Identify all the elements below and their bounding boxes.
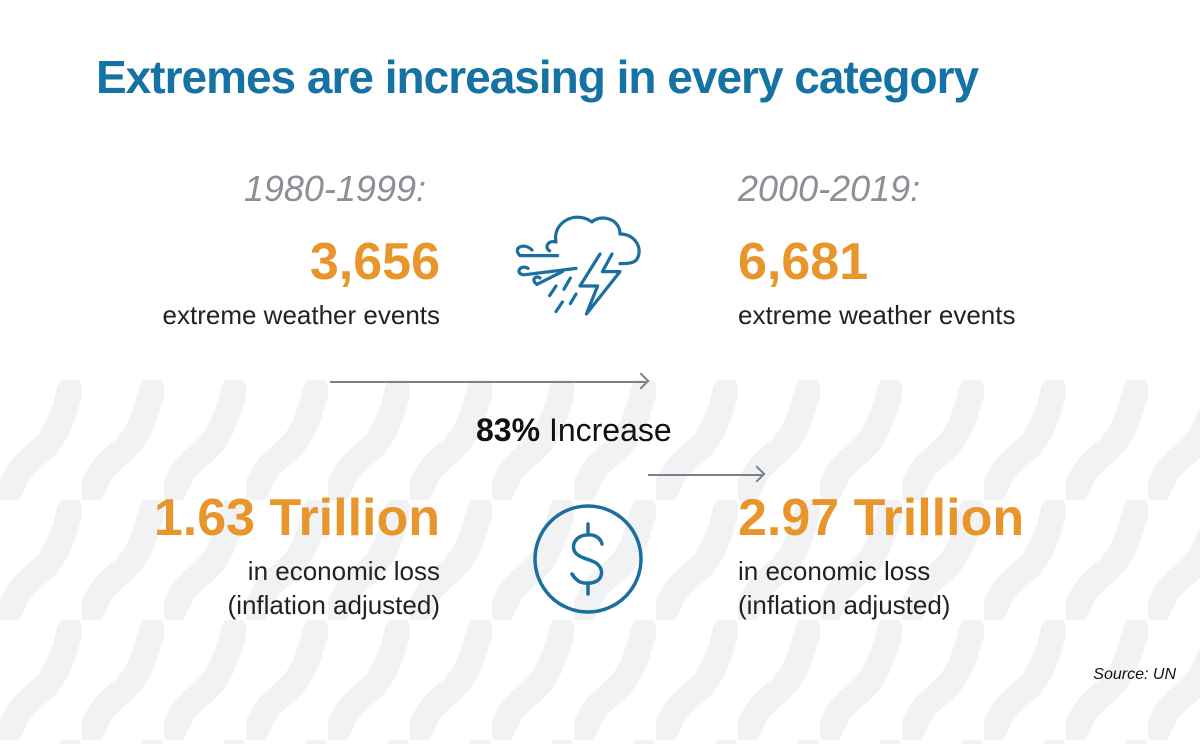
storm-cloud-icon: [515, 215, 641, 316]
increase-label: 83% Increase: [476, 412, 672, 449]
right-events-value: 6,681: [738, 233, 869, 291]
bottom-arrow: [648, 474, 762, 476]
left-loss-value: 1.63 Trillion: [153, 489, 440, 547]
top-arrow: [330, 381, 646, 383]
right-loss-label-1: in economic loss: [738, 556, 931, 586]
right-loss-label-2: (inflation adjusted): [738, 590, 951, 620]
dollar-circle-icon: [533, 504, 643, 614]
right-loss-value: 2.97 Trillion: [738, 489, 1025, 547]
right-period: 2000-2019:: [738, 168, 921, 209]
left-events-label: extreme weather events: [162, 300, 440, 330]
left-loss-label-1: in economic loss: [247, 556, 440, 586]
page-title: Extremes are increasing in every categor…: [96, 51, 979, 103]
left-loss-label-2: (inflation adjusted): [227, 590, 440, 620]
left-period: 1980-1999:: [243, 168, 426, 209]
background-wave-pattern: [0, 380, 1200, 744]
increase-percent: 83%: [476, 412, 541, 448]
left-events-value: 3,656: [309, 233, 440, 291]
increase-text: Increase: [540, 412, 672, 448]
source-note: Source: UN: [1093, 666, 1176, 683]
right-events-label: extreme weather events: [738, 300, 1016, 330]
